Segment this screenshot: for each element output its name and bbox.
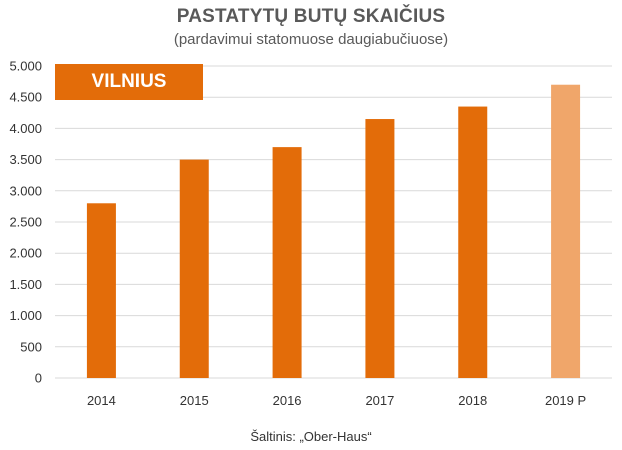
y-tick-label: 2.000 [9, 246, 42, 261]
bar-2017 [365, 119, 395, 378]
bar-2016 [272, 147, 302, 378]
bar-2018 [458, 106, 488, 378]
x-tick-label: 2014 [87, 393, 116, 408]
x-tick-label: 2015 [180, 393, 209, 408]
chart-subtitle: (pardavimui statomuose daugiabučiuose) [173, 31, 449, 48]
chart-title: PASTATYTŲ BUTŲ SKAIČIUS [176, 6, 446, 27]
bar-2019-p [551, 84, 581, 378]
y-tick-label: 5.000 [9, 59, 42, 74]
y-axis-tick-labels: 0 500 1.000 1.500 2.000 2.500 3.000 3.500 4.000 4… [9, 59, 42, 386]
y-tick-label: 3.000 [9, 183, 42, 198]
y-tick-label: 1.500 [9, 277, 42, 292]
city-badge: VILNIUS [55, 64, 203, 100]
bar-2014 [86, 203, 116, 378]
y-tick-label: 1.000 [9, 308, 42, 323]
x-tick-label: 2019 P [545, 393, 586, 408]
bar-2015 [179, 159, 209, 378]
y-tick-label: 0 [35, 371, 42, 386]
y-tick-label: 2.500 [9, 215, 42, 230]
bars [86, 84, 581, 378]
x-axis-tick-labels: 2014 2015 2016 2017 2018 2019 P [87, 393, 586, 408]
y-tick-label: 3.500 [9, 152, 42, 167]
source-note: Šaltinis: „Ober-Haus“ [250, 429, 372, 444]
y-tick-label: 4.000 [9, 121, 42, 136]
y-tick-label: 4.500 [9, 90, 42, 105]
gridlines [55, 65, 612, 379]
x-tick-label: 2017 [365, 393, 394, 408]
x-tick-label: 2016 [273, 393, 302, 408]
x-tick-label: 2018 [458, 393, 487, 408]
y-tick-label: 500 [20, 339, 42, 354]
